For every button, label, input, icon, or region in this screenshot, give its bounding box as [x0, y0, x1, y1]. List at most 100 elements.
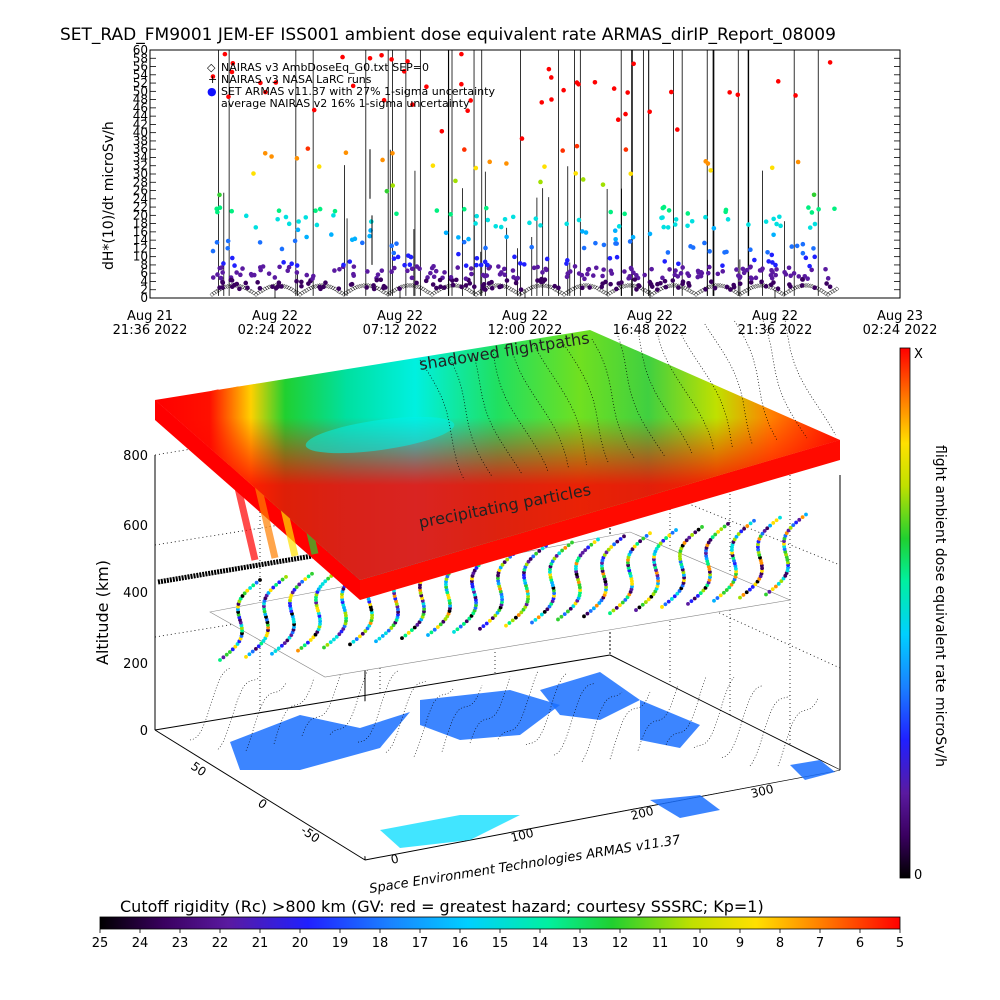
- orbit-dose-point: [670, 530, 675, 535]
- armas-point: [311, 107, 317, 113]
- orbit-dose-point: [570, 540, 574, 545]
- armas-point: [811, 192, 817, 198]
- dose-slab: [155, 314, 840, 600]
- armas-point: [410, 102, 415, 107]
- orbit-dose-point: [227, 650, 232, 654]
- armas-point: [786, 265, 792, 271]
- nairas-point: ◇: [777, 288, 782, 295]
- orbit-dose-point: [674, 528, 678, 532]
- armas-point: [809, 210, 815, 215]
- orbit-dose-point: [452, 630, 456, 634]
- dose-colorbar-gradient: [899, 347, 911, 879]
- orbit-dose-point: [591, 606, 596, 611]
- top-y-tick-label: 52: [133, 76, 148, 90]
- armas-point: [805, 276, 810, 281]
- orbit-dose-point: [500, 562, 505, 567]
- orbit-dose-point: [602, 553, 607, 557]
- orbit-dose-point: [261, 638, 266, 643]
- armas-point: [601, 242, 607, 248]
- armas-point: [429, 265, 435, 271]
- slab-shadow-track: [562, 341, 609, 463]
- armas-point: [675, 127, 680, 132]
- armas-point: [277, 264, 282, 270]
- slab-shadow-tracks: [419, 314, 836, 481]
- map-ground-tracks: [189, 665, 819, 767]
- armas-point: [258, 267, 263, 273]
- orbit-dose-point: [537, 549, 542, 553]
- orbit-dose-point: [526, 597, 530, 601]
- nairas-point: ◇: [210, 291, 215, 298]
- orbit-dose-point: [328, 640, 333, 645]
- orbit-dose-point: [469, 614, 474, 618]
- nairas-point: ◇: [227, 282, 232, 289]
- armas-point: [391, 250, 397, 256]
- orbit-dose-point: [779, 579, 784, 584]
- nairas-point: ◇: [733, 288, 738, 295]
- armas-point: [753, 275, 759, 281]
- lat-tick-0: 0: [255, 796, 269, 812]
- orbit-dose-point: [608, 611, 612, 616]
- nairas-point: ◇: [304, 287, 309, 294]
- orbit-dose-point: [615, 539, 620, 544]
- top-y-tick-label: 58: [133, 51, 148, 65]
- orbit-dose-point: [443, 617, 448, 621]
- armas-point: [478, 262, 484, 268]
- armas-point: [456, 251, 461, 257]
- armas-point: [229, 69, 235, 75]
- armas-point: [273, 80, 279, 85]
- nairas-point: ◇: [427, 290, 432, 297]
- orbit-dose-point: [704, 551, 708, 556]
- orbit-dose-point: [521, 607, 526, 612]
- armas-point: [351, 264, 357, 269]
- orbit-dose-point: [768, 523, 773, 528]
- orbit-dose-point: [502, 560, 507, 565]
- armas-point: [773, 262, 778, 268]
- orbit-dose-point: [266, 590, 271, 595]
- nairas-point: ◇: [392, 287, 397, 294]
- orbit-dose-point: [290, 590, 295, 595]
- orbit-dose-point: [566, 543, 571, 548]
- nairas-point: ◇: [768, 284, 773, 291]
- armas-point: [498, 224, 504, 230]
- orbit-dose-point: [736, 532, 741, 536]
- dose-colorbar: X 0 flight ambient dose equivalent rate …: [899, 347, 948, 883]
- orbit-dose-point: [238, 596, 243, 601]
- orbit-dose-point: [738, 595, 742, 600]
- armas-point: [625, 90, 630, 95]
- alt-tick-800: 800: [123, 449, 148, 464]
- rigidity-tick-label: 21: [252, 936, 269, 951]
- armas-point: [647, 279, 653, 285]
- orbit-dose-point: [604, 587, 608, 592]
- nairas-point: ◇: [720, 282, 725, 289]
- orbit-dose-point: [640, 602, 645, 607]
- nairas-point: ◇: [214, 288, 219, 295]
- armas-point: [737, 281, 743, 287]
- nairas-point: ◇: [632, 282, 637, 289]
- armas-point: [552, 283, 558, 289]
- orbit-dose-point: [745, 524, 750, 528]
- nairas-point: ◇: [502, 283, 507, 290]
- nairas-point: ◇: [749, 285, 754, 292]
- orbit-dose-point: [542, 609, 547, 614]
- armas-point: [466, 236, 471, 242]
- armas-point: [381, 285, 386, 291]
- orbit-dose-point: [654, 546, 659, 551]
- ground-map: [165, 660, 840, 858]
- nairas-point: ◇: [577, 283, 582, 290]
- nairas-point: ◇: [298, 291, 303, 298]
- armas-point: [365, 269, 370, 274]
- armas-point: [793, 93, 798, 98]
- orbit-dose-point: [574, 566, 578, 571]
- map-ground-track: [329, 665, 371, 735]
- nairas-point: ◇: [828, 289, 833, 296]
- armas-point: [485, 217, 491, 223]
- nairas-point: ◇: [584, 282, 589, 289]
- nairas-point: ◇: [685, 286, 690, 293]
- armas-point: [703, 287, 708, 292]
- nairas-point: ◇: [313, 283, 318, 290]
- armas-point: [240, 266, 245, 271]
- armas-point: [461, 239, 467, 245]
- armas-point: [395, 254, 401, 260]
- nairas-point: ◇: [493, 282, 498, 289]
- armas-point: [225, 238, 231, 244]
